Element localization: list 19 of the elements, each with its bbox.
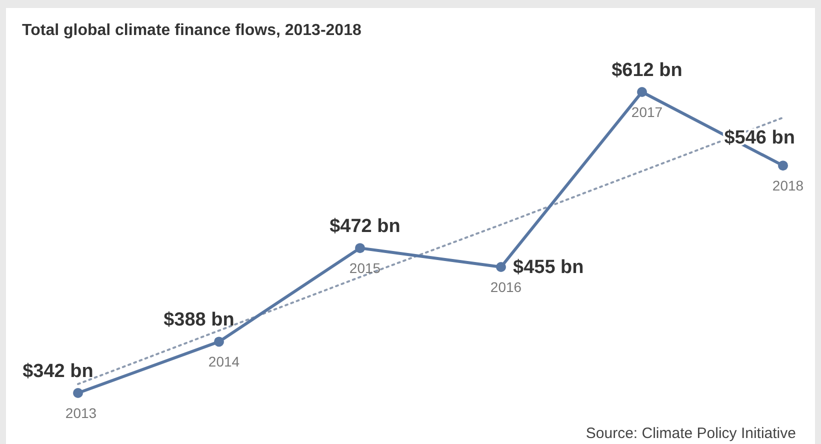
- x-tick-label: 2014: [208, 354, 240, 370]
- data-label: $342 bn: [22, 361, 94, 382]
- data-label: $472 bn: [330, 216, 400, 238]
- chart-title: Total global climate finance flows, 2013-2018: [22, 22, 362, 39]
- x-tick-label: 2016: [490, 279, 522, 296]
- data-label: $455 bn: [513, 257, 584, 278]
- data-label: $612 bn: [612, 60, 682, 81]
- source-note: Source: Climate Policy Initiative: [586, 425, 796, 442]
- x-tick-label: 2017: [631, 104, 663, 120]
- x-tick-label: 2013: [65, 405, 97, 421]
- point: [73, 388, 83, 398]
- point: [355, 243, 365, 254]
- point: [637, 87, 647, 97]
- point: [778, 160, 788, 171]
- data-label: $388 bn: [164, 310, 234, 331]
- point: [214, 336, 224, 347]
- x-tick-label: 2015: [349, 260, 381, 276]
- x-tick-label: 2018: [772, 178, 804, 194]
- point: [496, 262, 506, 272]
